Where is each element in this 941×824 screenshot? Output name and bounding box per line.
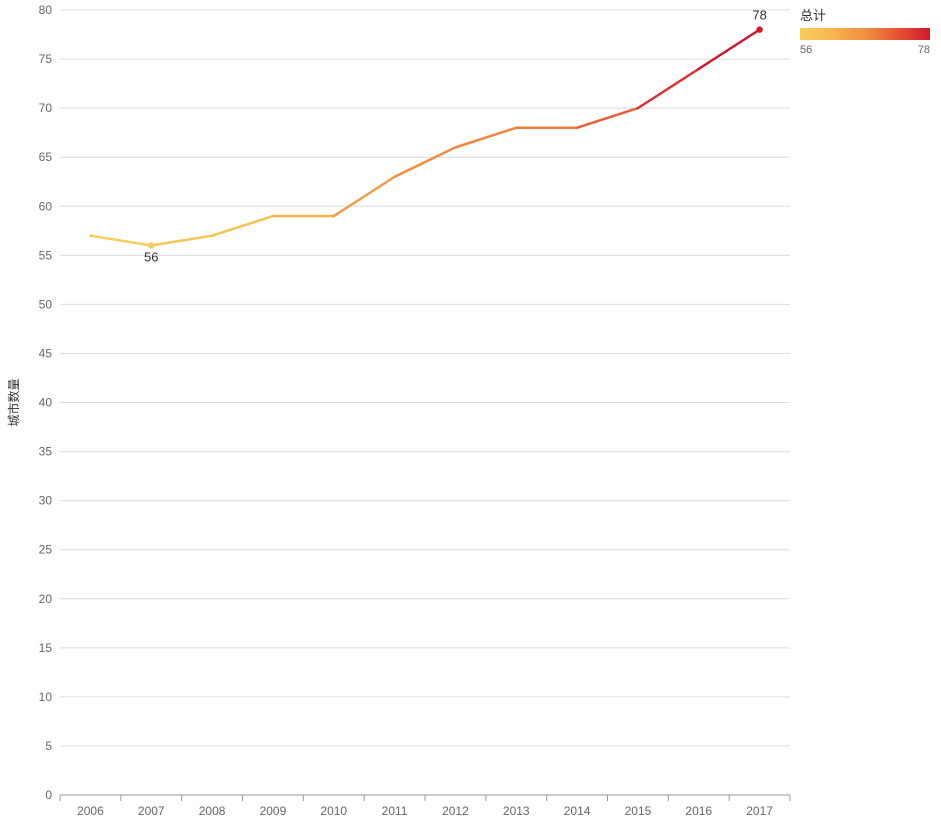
- y-tick-label: 25: [39, 543, 53, 557]
- max-value-label: 78: [752, 8, 766, 23]
- y-tick-label: 5: [45, 739, 52, 753]
- line-segment: [699, 30, 760, 69]
- x-tick-label: 2013: [503, 804, 530, 818]
- x-tick-label: 2006: [77, 804, 104, 818]
- y-tick-label: 70: [39, 101, 53, 115]
- line-segment: [151, 236, 212, 246]
- y-axis-title: 城市数量: [6, 378, 21, 426]
- y-tick-label: 75: [39, 52, 53, 66]
- y-tick-label: 0: [45, 788, 52, 802]
- x-tick-label: 2010: [320, 804, 347, 818]
- x-tick-label: 2012: [442, 804, 469, 818]
- line-segment: [90, 236, 151, 246]
- line-segment: [577, 108, 638, 128]
- x-tick-label: 2011: [382, 804, 408, 818]
- y-tick-label: 20: [39, 592, 53, 606]
- x-tick-label: 2016: [685, 804, 712, 818]
- x-tick-label: 2017: [746, 804, 773, 818]
- x-tick-label: 2015: [625, 804, 652, 818]
- legend-min-label: 56: [800, 44, 812, 56]
- line-segment: [334, 177, 395, 216]
- x-tick-label: 2007: [138, 804, 165, 818]
- line-segment: [638, 69, 699, 108]
- min-marker: [148, 242, 154, 248]
- y-tick-label: 10: [39, 690, 53, 704]
- y-tick-label: 40: [39, 396, 53, 410]
- max-marker: [756, 26, 762, 32]
- chart-svg: 0 5 10 15 20 25 30 35 40 45 50 55 60 65 70 75 80 2006 2007…: [0, 0, 941, 824]
- line-segment: [455, 128, 516, 148]
- y-tick-label: 80: [39, 3, 53, 17]
- x-tick-label: 2008: [199, 804, 226, 818]
- y-tick-label: 45: [39, 346, 53, 360]
- y-tick-label: 50: [39, 297, 53, 311]
- min-value-label: 56: [144, 250, 158, 265]
- y-tick-label: 60: [39, 199, 53, 213]
- line-segment: [395, 147, 456, 176]
- legend-title: 总计: [800, 8, 826, 23]
- y-tick-label: 65: [39, 150, 53, 164]
- legend-max-label: 78: [918, 44, 930, 56]
- line-chart: 0 5 10 15 20 25 30 35 40 45 50 55 60 65 70 75 80 2006 2007…: [0, 0, 941, 824]
- x-tick-label: 2009: [260, 804, 287, 818]
- legend-gradient-bar: [800, 28, 930, 40]
- y-tick-label: 35: [39, 445, 53, 459]
- x-tick-label: 2014: [564, 804, 591, 818]
- line-segment: [212, 216, 273, 236]
- y-tick-label: 30: [39, 494, 53, 508]
- y-tick-label: 55: [39, 248, 53, 262]
- y-tick-label: 15: [39, 641, 53, 655]
